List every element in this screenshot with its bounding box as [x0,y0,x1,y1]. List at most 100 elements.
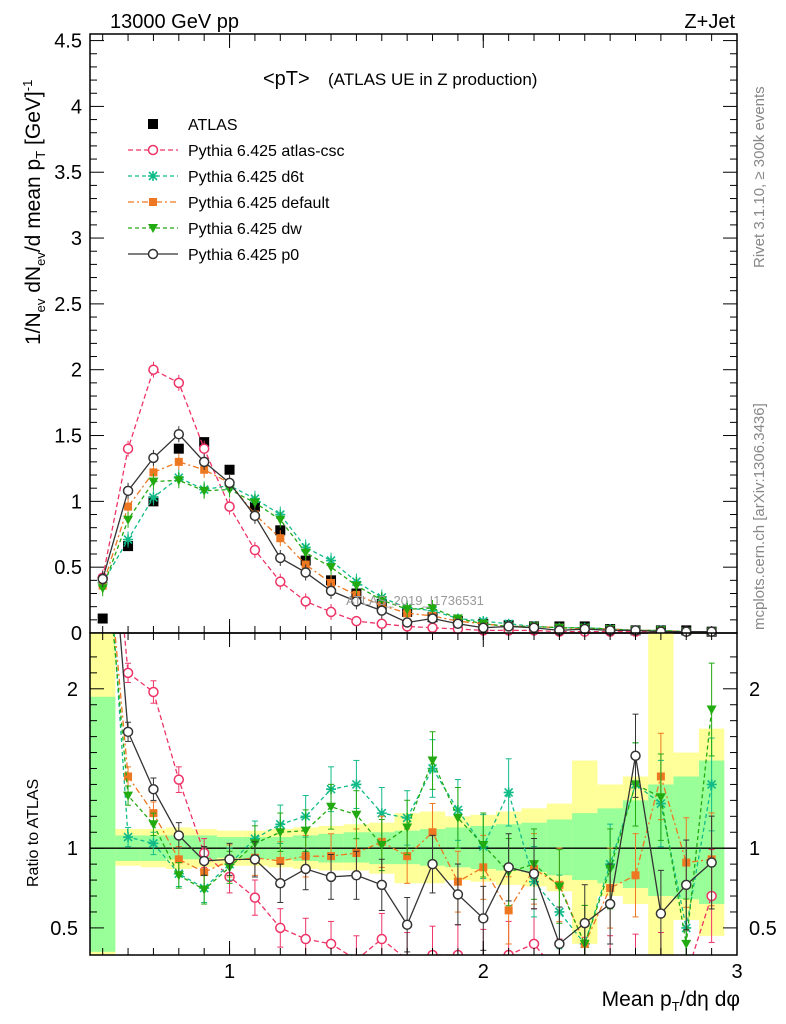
point-pythia-6-425-atlas-csc [224,501,235,512]
lower-panel: 0.5 0.5 1 1 2 2 1 2 3 [50,632,777,983]
point-pythia-6-425-p0 [528,622,540,633]
header-right: Z+Jet [684,11,735,33]
ratio-point-atlas-csc [376,933,388,945]
lower-ytick-label: 0.5 [50,918,78,940]
ratio-point-atlas-csc [122,667,134,679]
ratio-point-p0 [275,878,286,889]
point-pythia-6-425-d6t [148,492,159,503]
ratio-point-d6t [351,779,362,790]
ratio-point-default [631,871,640,880]
point-pythia-6-425-dw [148,477,159,487]
ratio-point-atlas-csc [325,938,337,950]
legend-item-atlas: ATLAS [148,117,238,134]
ratio-point-dw [199,885,210,895]
upper-ytick-label: 2.5 [54,294,82,316]
upper-ylabel: 1/Nev dNev/d mean pT [GeV]-1 [20,80,48,345]
legend-marker [148,119,158,129]
ratio-point-p0 [706,857,717,868]
point-pythia-6-425-p0 [148,452,159,464]
ratio-point-dw [402,823,413,833]
ratio-point-p0 [655,908,667,919]
ratio-point-atlas-csc [275,922,286,934]
upper-ytick-label: 0.5 [54,557,82,579]
ratio-point-dw [275,828,286,838]
mcplots-label: mcplots.cern.ch [arXiv:1306.3436] [751,403,768,630]
legend-marker [147,144,159,156]
lower-frame [89,632,738,956]
point-pythia-6-425-dw [376,596,387,606]
ratio-point-p0 [198,855,210,867]
ratio-point-default [403,852,412,861]
lower-plot-area [90,633,737,955]
ratio-point-dw [706,705,717,715]
legend-marker [147,248,159,260]
point-pythia-6-425-p0 [579,623,591,635]
lower-ylabel: Ratio to ATLAS [25,779,42,887]
point-pythia-6-425-atlas-csc [173,377,185,389]
ratio-point-atlas-csc [148,686,159,698]
watermark: ATLAS_2019_I1736531 [346,593,484,608]
ratio-point-p0 [554,938,565,950]
point-pythia-6-425-p0 [173,428,185,440]
ratio-point-dw [351,810,362,820]
ratio-point-atlas-csc [528,938,540,950]
point-pythia-6-425-default [174,457,183,466]
ratio-point-dw [148,820,159,830]
legend-item-pythia-6-425-p0: Pythia 6.425 p0 [128,247,299,264]
ratio-point-dw [427,756,438,766]
point-pythia-6-425-default [276,534,285,543]
ratio-point-p0 [148,783,159,795]
ratio-point-p0 [325,871,337,883]
lower-ytick-label-right: 1 [749,838,760,860]
ratio-point-default [428,828,437,837]
point-pythia-6-425-p0 [300,567,311,578]
header-left: 13000 GeV pp [110,11,239,33]
legend-item-pythia-6-425-atlas-csc: Pythia 6.425 atlas-csc [128,143,345,160]
point-pythia-6-425-atlas-csc [198,443,210,454]
ratio-point-dw [376,841,387,851]
ratio-point-dw [326,802,337,812]
point-pythia-6-425-p0 [351,596,362,607]
point-pythia-6-425-dw [300,548,311,558]
point-pythia-6-425-p0 [97,573,108,585]
plot-title-main: <pT> [263,68,310,90]
plot-title-sub: (ATLAS UE in Z production) [328,70,537,89]
ratio-point-p0 [401,919,413,930]
ratio-point-dw [123,791,134,801]
legend-item-pythia-6-425-d6t: Pythia 6.425 d6t [128,169,304,186]
ratio-point-default [504,906,513,915]
legend-label: ATLAS [188,117,238,134]
lower-ytick-label: 1 [67,838,78,860]
ratio-point-dw [681,939,692,949]
ratio-point-p0 [478,913,489,924]
legend-item-pythia-6-425-dw: Pythia 6.425 dw [128,221,302,238]
ratio-point-p0 [427,858,438,870]
point-pythia-6-425-d6t [123,534,134,545]
ratio-point-default [124,772,133,781]
point-pythia-6-425-dw [173,476,184,486]
upper-ytick-label: 3.5 [54,162,82,184]
lower-ytick-label-right: 2 [749,679,760,701]
ratio-point-p0 [630,750,641,761]
ratio-point-d6t [503,787,514,798]
lower-ytick-label-right: 0.5 [749,918,777,940]
ratio-point-dw [478,841,489,851]
point-pythia-6-425-atlas-csc [148,364,159,375]
ratio-series-p0 [119,633,717,955]
point-pythia-6-425-atlas-csc [300,596,311,607]
point-pythia-6-425-dw [249,498,260,508]
upper-ytick-label: 0 [71,623,82,645]
ratio-point-atlas-csc [249,892,261,903]
point-pythia-6-425-dw [351,581,362,591]
upper-ytick-label: 1 [71,491,82,513]
legend-label: Pythia 6.425 d6t [188,169,304,186]
ratio-point-d6t [376,808,387,819]
point-pythia-6-425-p0 [325,585,337,597]
legend-marker [149,198,157,206]
point-pythia-6-425-atlas-csc [325,606,337,618]
ratio-point-d6t [123,832,134,843]
ratio-point-d6t [706,779,717,790]
ratio-series-dw [112,633,717,955]
lower-ytick-label: 2 [67,679,78,701]
point-pythia-6-425-default [149,468,158,477]
